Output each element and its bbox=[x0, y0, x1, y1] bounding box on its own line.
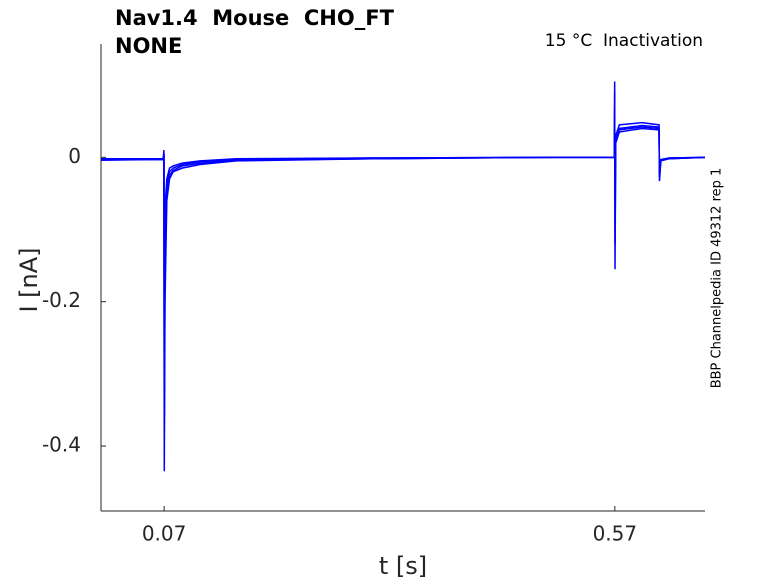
trace bbox=[101, 114, 706, 302]
y-axis-label: I [nA] bbox=[15, 247, 43, 312]
x-tick-label: 0.57 bbox=[593, 522, 638, 546]
y-tick-label: -0.2 bbox=[42, 288, 81, 312]
chart-title: Nav1.4 Mouse CHO_FT bbox=[115, 6, 395, 30]
y-tick-label: 0 bbox=[68, 144, 81, 168]
chart-subtitle: NONE bbox=[115, 34, 182, 58]
side-note: BBP Channelpedia ID 49312 rep 1 bbox=[710, 168, 725, 389]
y-tick-label: -0.4 bbox=[42, 433, 81, 457]
x-tick-label: 0.07 bbox=[142, 522, 187, 546]
x-axis-label: t [s] bbox=[379, 552, 427, 580]
annotation: 15 °C Inactivation bbox=[545, 31, 703, 51]
